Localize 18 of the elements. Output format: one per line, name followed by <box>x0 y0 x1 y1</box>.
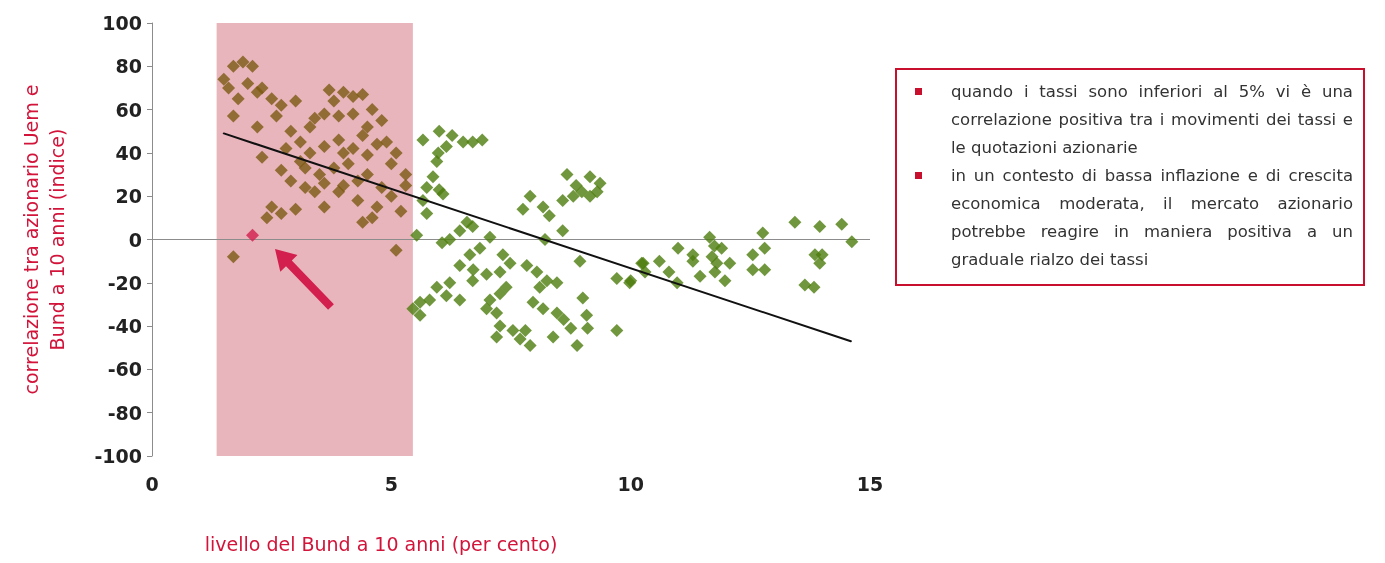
y-tick-label: 0 <box>128 228 142 251</box>
y-tick-label: 20 <box>115 185 142 208</box>
y-tick-label: -20 <box>107 271 142 294</box>
x-tick-label: 5 <box>384 472 398 495</box>
y-tick-label: 60 <box>115 98 142 121</box>
text: in un contesto di bassa inflazione e di crescita economica moderata, il mercato azionario potrebbe reagire in maniera positiva a un graduale rialzo dei tassi <box>951 166 1353 269</box>
x-tick-label: 10 <box>617 472 644 495</box>
y-tick-label: -40 <box>107 315 142 338</box>
y-tick-label: 80 <box>115 55 142 78</box>
x-axis-title: livello del Bund a 10 anni (per cento) <box>204 533 558 555</box>
y-tick-label: -80 <box>107 401 142 424</box>
x-tick-label: 15 <box>856 472 884 495</box>
y-tick-label: 40 <box>115 141 142 164</box>
y-axis-title: correlazione tra azionario Uem e Bund a 10 anni (indice) <box>20 84 68 395</box>
x-tick-label: 0 <box>145 472 159 495</box>
y-tick-label: -60 <box>107 358 142 381</box>
y-tick-label: -100 <box>94 445 142 467</box>
y-tick-label: 100 <box>102 12 142 34</box>
